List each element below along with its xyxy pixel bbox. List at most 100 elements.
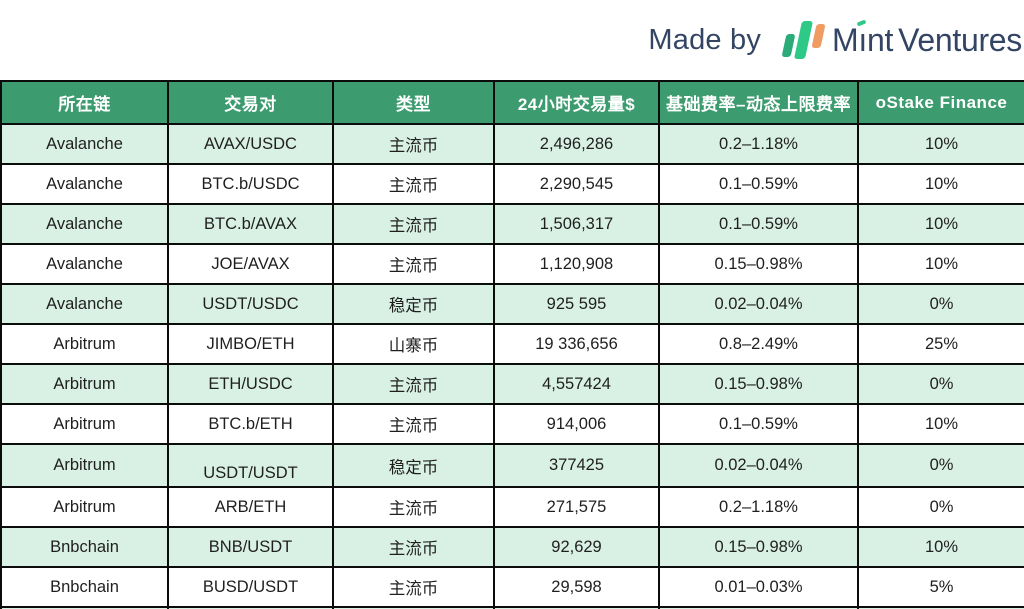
table-cell <box>332 606 495 609</box>
column-header: 24小时交易量$ <box>493 80 660 125</box>
table-cell: 0.1–0.59% <box>658 203 859 245</box>
table-cell: BUSD/USDT <box>167 566 334 608</box>
table-cell <box>0 606 169 609</box>
table-cell: Avalanche <box>0 163 169 205</box>
table-cell: 0% <box>857 283 1024 325</box>
table-row: Avalanche BTC.b/USDC 主流币 2,290,545 0.1–0.59%… <box>0 163 1024 205</box>
table-cell: 29,598 <box>493 566 660 608</box>
column-header: 基础费率–动态上限费率 <box>658 80 859 125</box>
table-cell: 914,006 <box>493 403 660 445</box>
table-row: Bnbchain BNB/USDT 主流币 92,629 0.15–0.98% 10% <box>0 526 1024 568</box>
brand-word-ventures: Ventures <box>898 21 1022 58</box>
table-cell: 0% <box>857 443 1024 488</box>
table-cell: 稳定币 <box>332 443 495 488</box>
table-row-partial <box>0 606 1024 609</box>
table-cell: Avalanche <box>0 203 169 245</box>
table-cell: 10% <box>857 203 1024 245</box>
table-cell: 0.2–1.18% <box>658 123 859 165</box>
branding-bar: Made by Mı nt Ventures <box>0 0 1024 80</box>
table-row: Avalanche AVAX/USDC 主流币 2,496,286 0.2–1.18% 1… <box>0 123 1024 165</box>
table-cell: 4,557424 <box>493 363 660 405</box>
table-cell: USDT/USDC <box>167 283 334 325</box>
mint-ventures-logo-icon <box>781 19 826 61</box>
table-header-row: 所在链 交易对 类型 24小时交易量$ 基础费率–动态上限费率 oStake Financ… <box>0 80 1024 125</box>
table-cell: BTC.b/AVAX <box>167 203 334 245</box>
table-cell: Avalanche <box>0 283 169 325</box>
table-cell: 0.02–0.04% <box>658 443 859 488</box>
table-cell: 925 595 <box>493 283 660 325</box>
table-cell: AVAX/USDC <box>167 123 334 165</box>
table-cell: 主流币 <box>332 163 495 205</box>
logo-bar-middle <box>793 21 814 59</box>
table-cell: 主流币 <box>332 363 495 405</box>
table-cell: USDT/USDT <box>167 443 334 488</box>
table-cell: ARB/ETH <box>167 486 334 528</box>
brand-letter-i: ı <box>856 18 867 59</box>
table-cell: 10% <box>857 163 1024 205</box>
dex-pairs-table: 所在链 交易对 类型 24小时交易量$ 基础费率–动态上限费率 oStake Financ… <box>0 80 1024 609</box>
table-row: Avalanche BTC.b/AVAX 主流币 1,506,317 0.1–0.59%… <box>0 203 1024 245</box>
table-cell: 主流币 <box>332 403 495 445</box>
table-row: Arbitrum USDT/USDT 稳定币 377425 0.02–0.04% 0% <box>0 443 1024 488</box>
brand-letter-m: M <box>832 21 859 58</box>
table-row: Arbitrum ARB/ETH 主流币 271,575 0.2–1.18% 0% <box>0 486 1024 528</box>
table-cell: ETH/USDC <box>167 363 334 405</box>
table-cell: BTC.b/USDC <box>167 163 334 205</box>
table-cell: 0% <box>857 363 1024 405</box>
table-cell: Bnbchain <box>0 566 169 608</box>
table-cell: 主流币 <box>332 526 495 568</box>
table-cell: 山寨币 <box>332 323 495 365</box>
table-cell: BTC.b/ETH <box>167 403 334 445</box>
table-cell: 0.8–2.49% <box>658 323 859 365</box>
table-cell: Bnbchain <box>0 526 169 568</box>
table-cell: JIMBO/ETH <box>167 323 334 365</box>
table-cell: Avalanche <box>0 243 169 285</box>
table-cell: 5% <box>857 566 1024 608</box>
table-cell: 0.1–0.59% <box>658 163 859 205</box>
table-cell: 0% <box>857 486 1024 528</box>
column-header: 交易对 <box>167 80 334 125</box>
table-row: Avalanche USDT/USDC 稳定币 925 595 0.02–0.04% 0% <box>0 283 1024 325</box>
table-cell: 10% <box>857 243 1024 285</box>
table-cell: 主流币 <box>332 243 495 285</box>
table-cell: 0.15–0.98% <box>658 243 859 285</box>
table-cell: 10% <box>857 123 1024 165</box>
table-cell: 1,120,908 <box>493 243 660 285</box>
table-cell <box>658 606 859 609</box>
table-cell <box>493 606 660 609</box>
table-cell: Arbitrum <box>0 323 169 365</box>
brand-letters-nt: nt <box>866 21 894 58</box>
table-cell: Avalanche <box>0 123 169 165</box>
table-cell: 主流币 <box>332 486 495 528</box>
column-header: oStake Finance <box>857 80 1024 125</box>
table-cell: 0.02–0.04% <box>658 283 859 325</box>
made-by-text: Made by <box>648 23 762 56</box>
table-row: Arbitrum JIMBO/ETH 山寨币 19 336,656 0.8–2.49% 2… <box>0 323 1024 365</box>
table-cell: 2,290,545 <box>493 163 660 205</box>
logo-bar-left <box>781 34 796 57</box>
table-cell: Arbitrum <box>0 403 169 445</box>
table-cell: JOE/AVAX <box>167 243 334 285</box>
table-row: Bnbchain BUSD/USDT 主流币 29,598 0.01–0.03% 5% <box>0 566 1024 608</box>
table-row: Arbitrum ETH/USDC 主流币 4,557424 0.15–0.98% 0% <box>0 363 1024 405</box>
table-cell: 10% <box>857 526 1024 568</box>
table-cell: 2,496,286 <box>493 123 660 165</box>
table-cell: Arbitrum <box>0 443 169 488</box>
table-cell: Arbitrum <box>0 486 169 528</box>
table-row: Avalanche JOE/AVAX 主流币 1,120,908 0.15–0.98% 1… <box>0 243 1024 285</box>
logo-bar-right <box>811 24 826 48</box>
table-cell: 10% <box>857 403 1024 445</box>
table-cell: Arbitrum <box>0 363 169 405</box>
table-cell: 1,506,317 <box>493 203 660 245</box>
table-cell: 主流币 <box>332 123 495 165</box>
column-header: 类型 <box>332 80 495 125</box>
brand-name: Mı nt Ventures <box>832 18 1022 59</box>
table-cell: 25% <box>857 323 1024 365</box>
table-cell: 0.01–0.03% <box>658 566 859 608</box>
table-cell: 19 336,656 <box>493 323 660 365</box>
table-cell: 稳定币 <box>332 283 495 325</box>
table-cell: BNB/USDT <box>167 526 334 568</box>
table-cell: 0.1–0.59% <box>658 403 859 445</box>
table-cell: 0.15–0.98% <box>658 526 859 568</box>
column-header: 所在链 <box>0 80 169 125</box>
